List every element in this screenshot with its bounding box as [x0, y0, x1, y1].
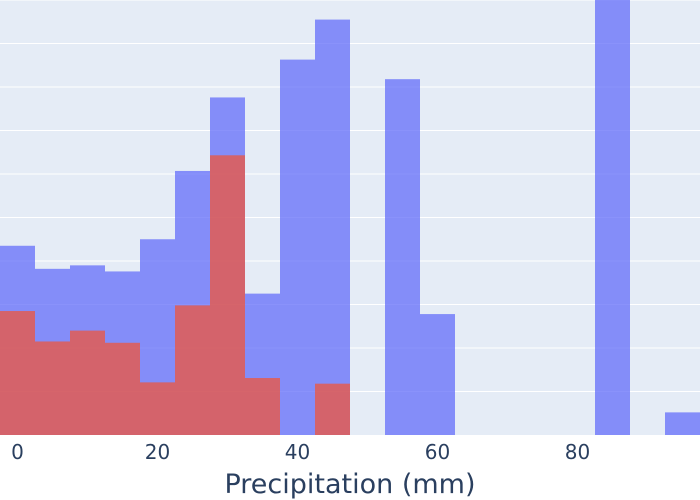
x-tick-label-60: 60 — [425, 440, 450, 464]
bar-series-1-bin-30 — [210, 155, 245, 436]
bar-series-0-bin-40 — [280, 59, 315, 435]
bar-series-0-bin-95 — [665, 412, 700, 435]
x-tick-label-0: 0 — [11, 440, 24, 464]
bar-series-0-bin-85 — [595, 0, 630, 435]
x-axis-title: Precipitation (mm) — [224, 469, 475, 500]
bar-series-1-bin-20 — [140, 382, 175, 435]
bar-series-1-bin-35 — [245, 378, 280, 435]
x-tick-label-20: 20 — [145, 440, 170, 464]
bar-series-0-bin-45 — [315, 19, 350, 435]
bars — [0, 0, 700, 436]
bar-series-1-bin-15 — [105, 342, 140, 435]
series-1 — [0, 155, 350, 436]
x-tick-labels: 0 20 40 60 80 — [11, 440, 590, 464]
bar-series-1-bin-5 — [35, 341, 70, 435]
x-tick-label-80: 80 — [565, 440, 590, 464]
bar-series-1-bin-10 — [70, 330, 105, 435]
bar-series-1-bin-25 — [175, 305, 210, 435]
x-tick-label-40: 40 — [285, 440, 310, 464]
bar-series-0-bin-55 — [385, 79, 420, 436]
bar-series-0-bin-60 — [420, 314, 455, 435]
bar-series-1-bin-0 — [0, 311, 35, 435]
bar-series-1-bin-45 — [315, 383, 350, 435]
